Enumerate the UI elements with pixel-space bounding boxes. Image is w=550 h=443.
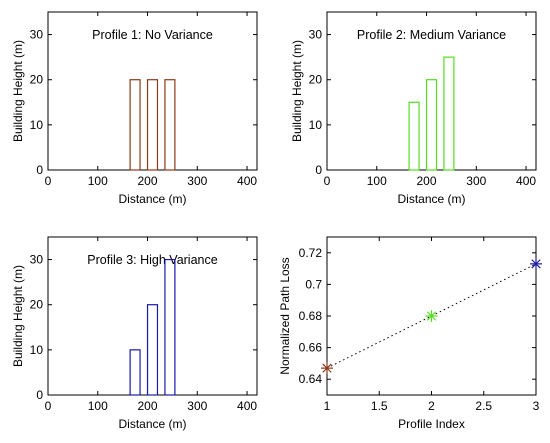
x-tick-label: 100 <box>88 399 108 413</box>
panel-title: Profile 1: No Variance <box>92 28 213 42</box>
x-tick-label: 3 <box>533 399 540 413</box>
y-tick-label: 0.7 <box>305 277 322 291</box>
building-bar <box>164 258 176 396</box>
y-axis-label: Building Height (m) <box>11 265 25 367</box>
panel-path-loss: 1 1.5 2 2.5 3 0.64 0.66 0.68 0.7 0.72 Profile Inde… <box>278 236 542 431</box>
y-tick-label: 10 <box>30 118 44 132</box>
x-axis-label: Distance (m) <box>118 192 186 206</box>
y-axis-label: Normalized Path Loss <box>278 257 292 374</box>
y-tick-label: 0.72 <box>299 246 323 260</box>
x-tick-label: 200 <box>417 174 437 188</box>
panel-profile-1: 0 100 200 300 400 0 10 20 30 Distance (m) Building… <box>11 11 258 206</box>
x-tick-label: 0 <box>324 174 331 188</box>
panel-profile-2: 0 100 200 300 400 0 10 20 30 Distance (m) Building… <box>290 11 537 206</box>
y-tick-label: 20 <box>30 73 44 87</box>
y-tick-label: 30 <box>30 28 44 42</box>
x-tick-label: 2.5 <box>475 399 492 413</box>
x-tick-label: 300 <box>466 174 486 188</box>
y-tick-label: 0.66 <box>299 341 323 355</box>
x-tick-label: 200 <box>138 399 158 413</box>
x-tick-label: 100 <box>88 174 108 188</box>
y-tick-label: 30 <box>30 253 44 267</box>
x-axis-label: Distance (m) <box>397 192 465 206</box>
y-axis-label: Building Height (m) <box>290 40 304 142</box>
building-bar <box>129 349 141 396</box>
y-axis-label: Building Height (m) <box>11 40 25 142</box>
x-axis-label: Profile Index <box>398 417 465 431</box>
data-point-marker <box>425 310 438 322</box>
data-point-marker <box>321 362 333 375</box>
building-bar <box>425 79 438 171</box>
x-tick-label: 0 <box>45 399 52 413</box>
building-bar <box>408 101 420 171</box>
building-bar <box>164 79 176 171</box>
building-bar <box>129 79 141 171</box>
x-tick-label: 300 <box>187 399 207 413</box>
x-tick-label: 2 <box>428 399 435 413</box>
x-tick-label: 400 <box>516 174 536 188</box>
y-tick-label: 30 <box>309 28 323 42</box>
y-tick-label: 0.64 <box>299 372 323 386</box>
panel-title: Profile 3: High Variance <box>87 253 217 267</box>
x-tick-label: 400 <box>237 174 257 188</box>
x-tick-label: 200 <box>138 174 158 188</box>
panel-title: Profile 2: Medium Variance <box>357 28 506 42</box>
building-bar <box>443 56 455 171</box>
marker-stroke <box>531 259 541 269</box>
x-tick-label: 1 <box>324 399 331 413</box>
y-tick-label: 20 <box>30 298 44 312</box>
x-tick-label: 400 <box>237 399 257 413</box>
x-axis-label: Distance (m) <box>118 417 186 431</box>
marker-stroke <box>426 311 437 321</box>
marker-stroke <box>322 363 332 373</box>
trend-line <box>326 263 537 369</box>
y-tick-label: 20 <box>309 73 323 87</box>
building-bar <box>146 79 159 171</box>
y-tick-label: 10 <box>309 118 323 132</box>
x-tick-label: 100 <box>367 174 387 188</box>
building-bar <box>146 304 159 396</box>
y-tick-label: 0.68 <box>299 309 323 323</box>
y-tick-label: 0 <box>315 163 322 177</box>
x-tick-label: 0 <box>45 174 52 188</box>
data-point-marker <box>530 257 542 270</box>
y-tick-label: 0 <box>36 163 43 177</box>
y-tick-label: 0 <box>36 388 43 402</box>
x-tick-label: 1.5 <box>371 399 388 413</box>
y-tick-label: 10 <box>30 343 44 357</box>
panel-profile-3: 0 100 200 300 400 0 10 20 30 Distance (m) Building… <box>11 236 258 431</box>
x-tick-label: 300 <box>187 174 207 188</box>
